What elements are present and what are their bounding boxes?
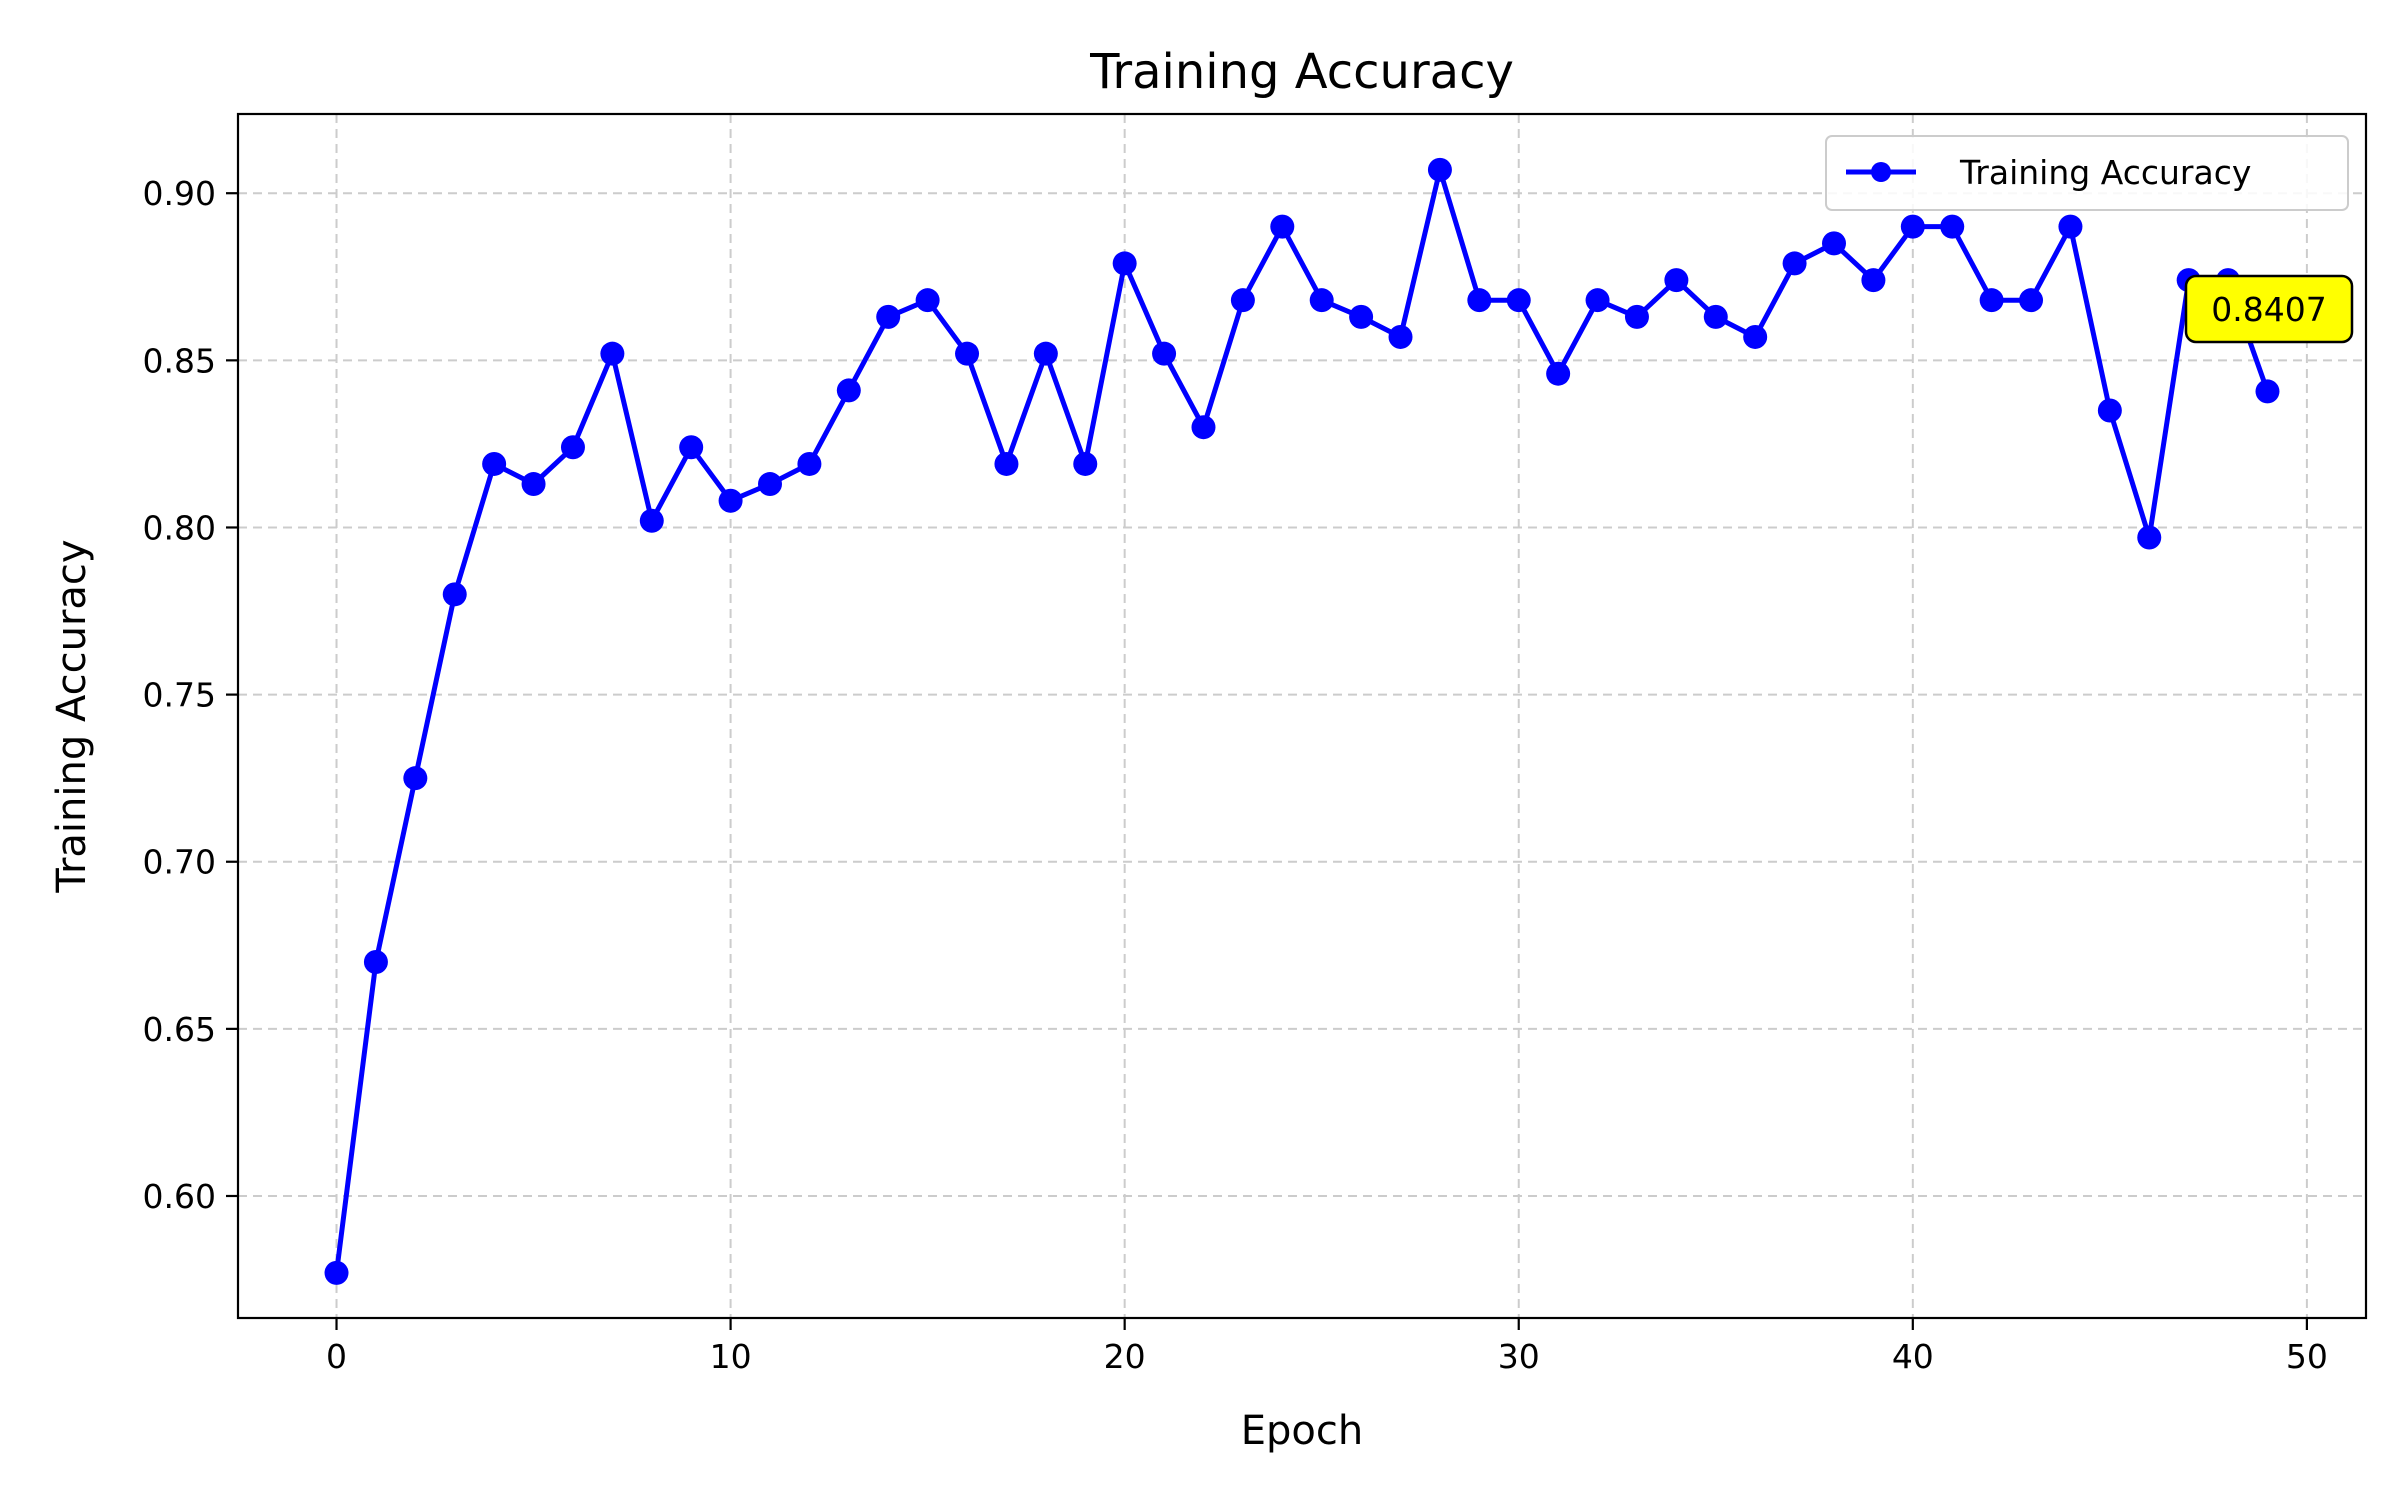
data-point <box>1900 214 1925 239</box>
data-point <box>1822 231 1846 256</box>
data-point <box>994 451 1019 476</box>
data-point <box>482 451 507 476</box>
y-tick-label: 0.85 <box>143 341 216 380</box>
data-point <box>1230 288 1255 313</box>
data-point <box>1703 304 1728 329</box>
data-point <box>1388 324 1413 349</box>
data-point <box>1782 251 1807 276</box>
x-tick-label: 40 <box>1892 1337 1934 1376</box>
y-tick-label: 0.60 <box>143 1177 216 1216</box>
data-point <box>1309 288 1334 313</box>
data-point <box>2137 525 2162 550</box>
series-layer <box>324 157 2280 1285</box>
chart-title: Training Accuracy <box>1089 44 1514 100</box>
data-point <box>442 582 467 607</box>
data-point <box>1940 214 1965 239</box>
legend-box <box>1825 135 2349 211</box>
data-point <box>639 508 664 533</box>
data-point <box>2058 214 2083 239</box>
y-axis-label: Training Accuracy <box>49 539 95 893</box>
plot-frame <box>236 112 2368 1320</box>
y-tick-label: 0.90 <box>143 174 216 213</box>
data-point <box>363 950 388 975</box>
x-tick-label: 20 <box>1104 1337 1146 1376</box>
data-point <box>1546 361 1571 386</box>
data-point <box>915 288 940 313</box>
x-axis-label: Epoch <box>1241 1408 1363 1454</box>
x-tick-label: 0 <box>326 1337 347 1376</box>
data-point <box>836 378 861 403</box>
data-point <box>718 488 743 513</box>
series-line <box>334 167 2270 1274</box>
data-point <box>2097 398 2122 423</box>
x-tick-label: 30 <box>1498 1337 1540 1376</box>
data-point <box>2255 379 2280 404</box>
data-point <box>1979 288 2004 313</box>
annotation-box <box>2184 274 2354 344</box>
legend-marker-sample <box>1871 162 1891 182</box>
data-point <box>797 451 822 476</box>
data-point <box>1585 288 1610 313</box>
data-point <box>1270 214 1295 239</box>
data-point <box>876 304 901 329</box>
data-point <box>1467 288 1492 313</box>
data-point <box>1073 451 1098 476</box>
data-point <box>679 435 704 460</box>
data-point <box>600 341 625 366</box>
last-value-annotation: 0.8407 <box>2184 274 2354 344</box>
data-point <box>1861 268 1886 293</box>
grid-lines <box>238 114 2366 1318</box>
y-tick-label: 0.75 <box>143 676 216 715</box>
axis-ticks: 0 10 20 30 40 50 0.60 0.65 0.70 0.75 0.80 0.85 0.90 <box>143 174 2328 1376</box>
y-tick-label: 0.65 <box>143 1010 216 1049</box>
data-point <box>403 766 428 791</box>
data-point <box>1349 304 1374 329</box>
data-point <box>1033 341 1058 366</box>
data-point <box>1427 157 1452 182</box>
data-point <box>2019 288 2044 313</box>
data-point <box>1743 324 1768 349</box>
annotation-text: 0.8407 <box>2211 290 2326 329</box>
x-tick-label: 10 <box>710 1337 752 1376</box>
data-point <box>1664 268 1689 293</box>
data-point <box>521 472 546 497</box>
legend: Training Accuracy <box>1825 135 2349 211</box>
y-tick-label: 0.70 <box>143 843 216 882</box>
data-point <box>1112 251 1137 276</box>
data-point <box>1152 341 1177 366</box>
x-tick-label: 50 <box>2286 1337 2328 1376</box>
data-point <box>1624 304 1649 329</box>
data-point <box>955 341 980 366</box>
y-tick-label: 0.80 <box>143 508 216 547</box>
data-point <box>1191 415 1216 440</box>
data-point <box>324 1260 349 1285</box>
data-point <box>560 435 585 460</box>
data-point <box>1506 288 1531 313</box>
legend-label: Training Accuracy <box>1959 153 2251 192</box>
data-point <box>758 472 782 497</box>
